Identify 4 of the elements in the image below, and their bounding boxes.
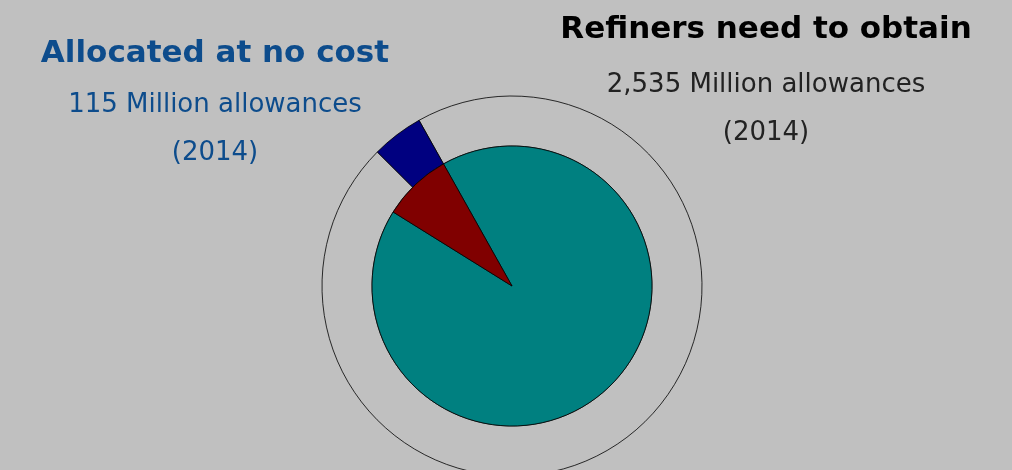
text: 115 Million allowances (2014): [68, 88, 362, 166]
text: 2,535 Million allowances (2014): [606, 68, 926, 146]
text: Refiners need to obtain: [560, 9, 972, 45]
text: Allocated at no cost: [40, 33, 390, 69]
